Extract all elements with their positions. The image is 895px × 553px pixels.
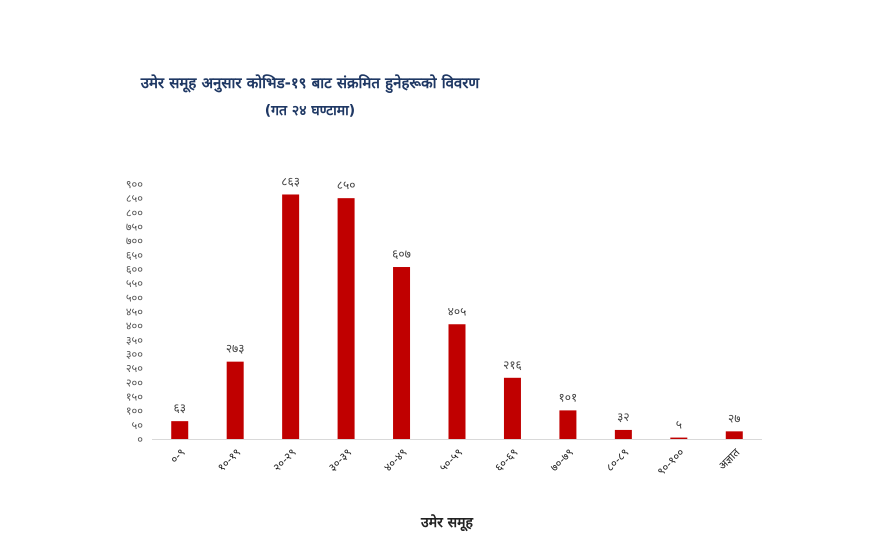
y-tick-label: ३५०: [126, 334, 143, 347]
x-tick-label: ८०-८९: [603, 446, 631, 474]
chart-subtitle: (गत २४ घण्टामा): [264, 103, 356, 119]
y-tick-label: ३००: [126, 348, 143, 361]
data-label: १०१: [559, 390, 578, 404]
y-tick-label: ४५०: [126, 306, 143, 319]
chart-title: उमेर समूह अनुसार कोभिड-१९ बाट संक्रमित ह…: [140, 74, 480, 92]
bar: [670, 437, 688, 439]
bar: [448, 324, 466, 439]
y-tick-label: ८००: [126, 206, 143, 219]
data-label: २७: [728, 411, 740, 425]
bar: [171, 421, 189, 439]
y-tick-label: १५०: [126, 391, 143, 404]
y-tick-label: ६००: [126, 263, 143, 276]
y-tick-label: ६५०: [126, 249, 143, 262]
data-label: २१६: [503, 358, 522, 372]
x-tick-label: २०-२९: [271, 446, 299, 474]
chart-title-block: उमेर समूह अनुसार कोभिड-१९ बाट संक्रमित ह…: [70, 72, 550, 122]
y-tick-label: १००: [126, 405, 143, 418]
bar: [282, 194, 300, 439]
bar: [503, 377, 521, 439]
data-label: ३२: [617, 410, 629, 424]
data-label: ५: [676, 418, 682, 432]
x-tick-label: ६०-६९: [492, 446, 520, 474]
y-tick-label: ५००: [126, 291, 143, 304]
y-tick-label: २५०: [126, 362, 143, 375]
x-tick-label: ७०-७९: [548, 446, 576, 474]
data-label: ६३: [173, 401, 185, 415]
bars: ६३ २७३ ८६३ ८५० ६०७ ४०५ २१६ १०१ ३२ ५ २७: [171, 174, 743, 439]
x-tick-label: ९०-१००: [655, 446, 687, 478]
data-label: ६०७: [392, 247, 411, 261]
bar: [393, 267, 411, 439]
bar: [725, 431, 743, 439]
y-tick-label: ०: [137, 433, 143, 446]
y-tick-label: ४००: [126, 320, 143, 333]
x-axis-label: उमेर समूह: [420, 514, 473, 532]
y-tick-label: ७५०: [126, 221, 143, 234]
x-tick-label: ४०-४९: [381, 446, 409, 474]
x-tick-label: ३०-३९: [326, 446, 354, 474]
y-tick-label: ५०: [132, 419, 144, 432]
x-tick-label: ०-९: [168, 446, 188, 466]
bar: [614, 429, 632, 439]
data-label: २७३: [226, 342, 245, 356]
y-tick-label: ५५०: [126, 277, 143, 290]
bar: [559, 410, 577, 439]
y-tick-label: ८५०: [126, 192, 143, 205]
y-tick-label: ७००: [126, 235, 143, 248]
bar: [226, 361, 244, 439]
x-axis: ०-९ १०-१९ २०-२९ ३०-३९ ४०-४९ ५०-५९ ६०-६९ ७०-७९ ८०…: [168, 445, 743, 478]
data-label: ४०५: [448, 304, 467, 318]
y-tick-label: २००: [126, 376, 143, 389]
y-tick-label: ९००: [126, 178, 143, 191]
bar: [337, 198, 355, 439]
data-label: ८५०: [337, 178, 356, 192]
data-label: ८६३: [281, 174, 300, 188]
x-tick-label: अज्ञात: [716, 445, 743, 472]
y-axis: ०५०१००१५०२००२५०३००३५०४००४५०५००५५०६००६५०७…: [126, 178, 143, 446]
x-tick-label: ५०-५९: [437, 446, 465, 474]
x-tick-label: १०-१९: [215, 446, 243, 474]
